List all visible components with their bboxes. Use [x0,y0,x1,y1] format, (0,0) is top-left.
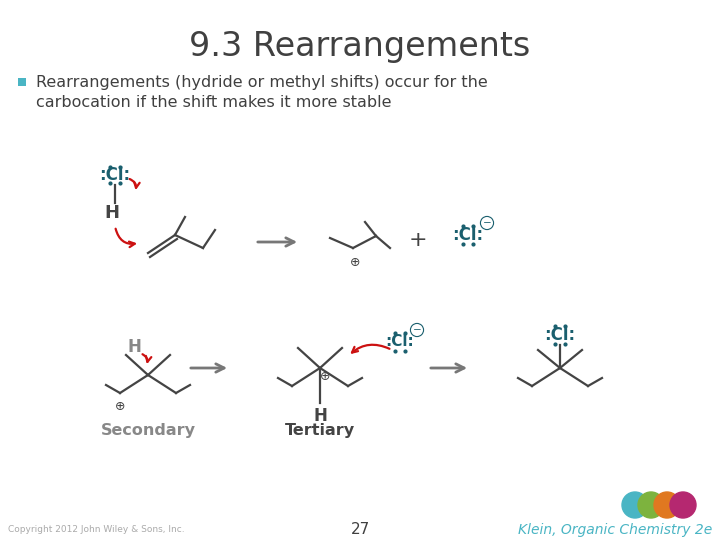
Circle shape [638,492,664,518]
FancyArrowPatch shape [116,229,135,247]
Circle shape [622,492,648,518]
Text: :Cl:: :Cl: [99,166,130,184]
FancyArrowPatch shape [143,354,151,362]
Text: 9.3 Rearrangements: 9.3 Rearrangements [189,30,531,63]
Text: :Cl:: :Cl: [544,326,575,344]
Text: Klein, Organic Chemistry 2e: Klein, Organic Chemistry 2e [518,523,712,537]
Text: 27: 27 [351,523,369,537]
Text: H: H [104,204,120,222]
Text: carbocation if the shift makes it more stable: carbocation if the shift makes it more s… [36,95,392,110]
Text: −: − [413,325,421,335]
Text: Tertiary: Tertiary [285,422,355,437]
Text: H: H [313,407,327,425]
Text: −: − [482,218,491,228]
Text: Copyright 2012 John Wiley & Sons, Inc.: Copyright 2012 John Wiley & Sons, Inc. [8,525,184,535]
Text: Rearrangements (hydride or methyl shifts) occur for the: Rearrangements (hydride or methyl shifts… [36,75,487,90]
Text: +: + [409,230,427,250]
Text: H: H [127,338,141,356]
Text: :Cl:: :Cl: [386,334,415,349]
Text: ⊕: ⊕ [350,255,360,268]
Circle shape [670,492,696,518]
FancyArrowPatch shape [130,179,140,188]
FancyArrowPatch shape [352,345,390,353]
Text: ⊕: ⊕ [114,401,125,414]
Text: :Cl:: :Cl: [452,226,484,244]
Circle shape [654,492,680,518]
Text: ⊕: ⊕ [320,369,330,382]
Text: Secondary: Secondary [101,422,196,437]
